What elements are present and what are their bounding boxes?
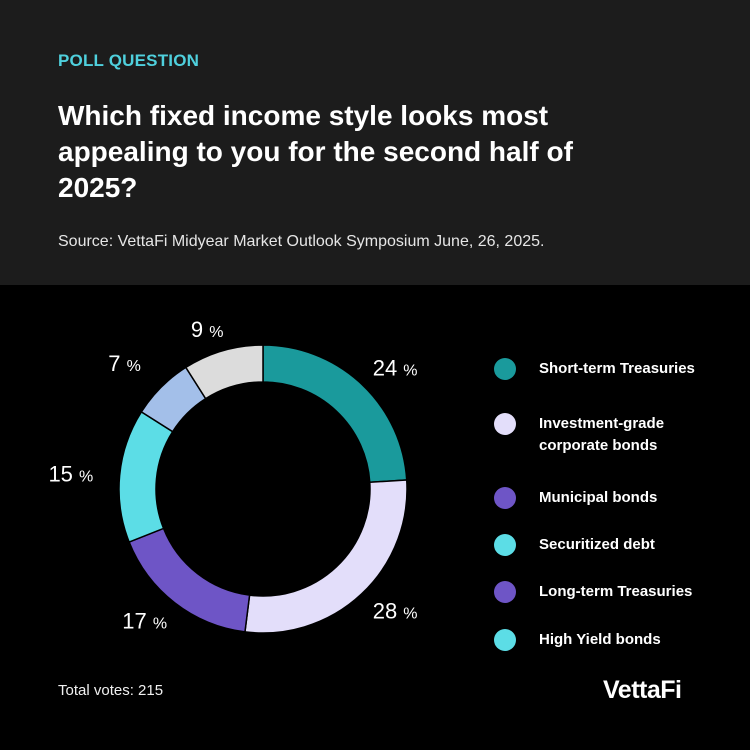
slice-value-label: 28 % — [373, 598, 418, 623]
donut-slice — [184, 344, 264, 400]
legend-swatch — [494, 534, 516, 556]
poll-title: Which fixed income style looks most appe… — [58, 100, 573, 203]
legend-swatch — [494, 581, 516, 603]
slice-value-label: 9 % — [191, 317, 224, 342]
vettafi-logo: VettaFi — [603, 676, 682, 704]
header-panel: POLL QUESTION Which fixed income style l… — [0, 0, 750, 285]
legend-label: High Yield bonds — [539, 631, 661, 648]
source-note: Source: VettaFi Midyear Market Outlook S… — [58, 233, 545, 250]
legend-label: Municipal bonds — [539, 489, 658, 506]
total-votes: Total votes: 215 — [58, 682, 164, 699]
donut-chart: 24 % 28 % 17 % 15 % 7 % 9 % — [48, 317, 418, 634]
legend-swatch — [494, 413, 516, 435]
legend-label: Securitized debt — [539, 536, 655, 553]
legend-swatch — [494, 487, 516, 509]
legend-label: Long-term Treasuries — [539, 583, 693, 600]
legend-swatch — [494, 629, 516, 651]
slice-value-label: 17 % — [122, 609, 167, 634]
poll-question-label: POLL QUESTION — [58, 51, 200, 70]
slice-value-label: 7 % — [108, 351, 141, 376]
legend-swatch — [494, 358, 516, 380]
donut-slice — [118, 410, 174, 543]
legend-label: Investment-grade corporate bonds — [539, 415, 665, 454]
slice-value-label: 15 % — [48, 461, 93, 486]
legend-label: Short-term Treasuries — [539, 360, 695, 377]
slice-value-label: 24 % — [373, 356, 418, 381]
